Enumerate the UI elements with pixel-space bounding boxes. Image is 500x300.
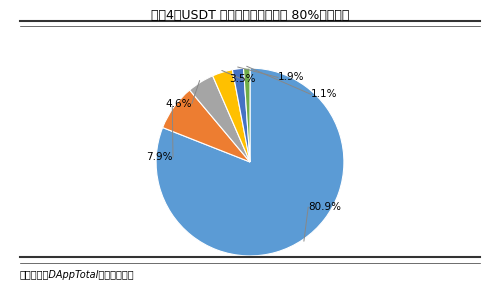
Text: 80.9%: 80.9% xyxy=(308,202,341,212)
Text: 3.5%: 3.5% xyxy=(229,74,256,84)
Text: 图表4：USDT 占据全球稳定币市场 80%以上份额: 图表4：USDT 占据全球稳定币市场 80%以上份额 xyxy=(151,9,349,22)
Text: 7.9%: 7.9% xyxy=(146,152,173,162)
Wedge shape xyxy=(156,68,344,256)
Text: 4.6%: 4.6% xyxy=(166,99,192,109)
Text: 1.1%: 1.1% xyxy=(311,89,338,99)
Wedge shape xyxy=(212,70,250,162)
Wedge shape xyxy=(244,68,250,162)
Text: 1.9%: 1.9% xyxy=(278,73,304,82)
Wedge shape xyxy=(232,68,250,162)
Wedge shape xyxy=(190,76,250,162)
Text: 资料来源：DAppTotal，恒大研究院: 资料来源：DAppTotal，恒大研究院 xyxy=(20,270,134,280)
Wedge shape xyxy=(162,90,250,162)
